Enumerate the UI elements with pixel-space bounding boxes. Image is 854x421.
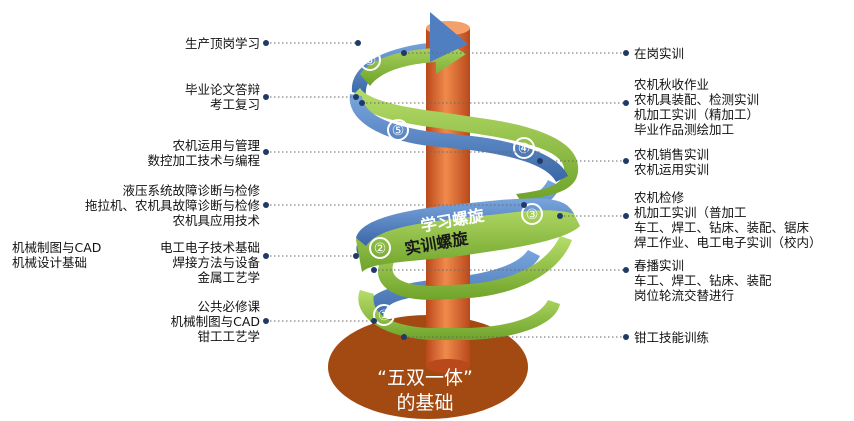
right-label-2: 农机秋收作业 农机具装配、检测实训 机加工实训（精加工） 毕业作品测绘加工 (634, 77, 760, 137)
svg-text:③: ③ (526, 207, 539, 223)
left-label-7: 公共必修课 机械制图与CAD 钳工工艺学 (170, 299, 260, 344)
left-label-3: 农机运用与管理 数控加工技术与编程 (147, 138, 260, 168)
right-label-1: 在岗实训 (634, 46, 685, 61)
svg-text:①: ① (378, 308, 391, 324)
svg-text:⑥: ⑥ (364, 53, 377, 69)
svg-text:④: ④ (518, 141, 531, 157)
central-pillar (426, 21, 470, 373)
stage-marker-3: ③ (521, 203, 543, 225)
stage-marker-5: ⑤ (387, 119, 409, 141)
base-title-line2: 的基础 (396, 392, 454, 414)
left-label-1: 生产顶岗学习 (184, 36, 260, 51)
leader-lines (266, 42, 626, 338)
right-label-4: 农机检修 机加工实训（普加工 车工、焊工、钻床、装配、锯床 焊工作业、电工电子实… (634, 190, 822, 250)
left-label-6: 机械制图与CAD 机械设计基础 (12, 240, 102, 270)
leader-dots (263, 40, 629, 340)
left-label-5: 电工电子技术基础 焊接方法与设备 金属工艺学 (159, 240, 260, 285)
left-label-4: 液压系统故障诊断与检修 拖拉机、农机具故障诊断与检修 农机具应用技术 (84, 183, 260, 228)
stage-marker-1: ① (373, 304, 395, 326)
svg-text:⑤: ⑤ (392, 123, 405, 139)
svg-text:②: ② (374, 241, 387, 257)
stage-marker-6: ⑥ (359, 49, 381, 71)
stage-marker-2: ② (369, 237, 391, 259)
stage-marker-4: ④ (513, 137, 535, 159)
right-label-6: 钳工技能训练 (634, 330, 710, 345)
right-label-3: 农机销售实训 农机运用实训 (634, 147, 710, 177)
stage-markers: ① ② ③ ④ ⑤ ⑥ (359, 49, 543, 326)
spiral-front (349, 12, 580, 340)
right-label-5: 春播实训 车工、焊工、钻床、装配 岗位轮流交替进行 (634, 258, 772, 303)
base-title-line1: “五双一体” (377, 367, 473, 389)
left-label-2: 毕业论文答辩 考工复习 (184, 82, 260, 112)
